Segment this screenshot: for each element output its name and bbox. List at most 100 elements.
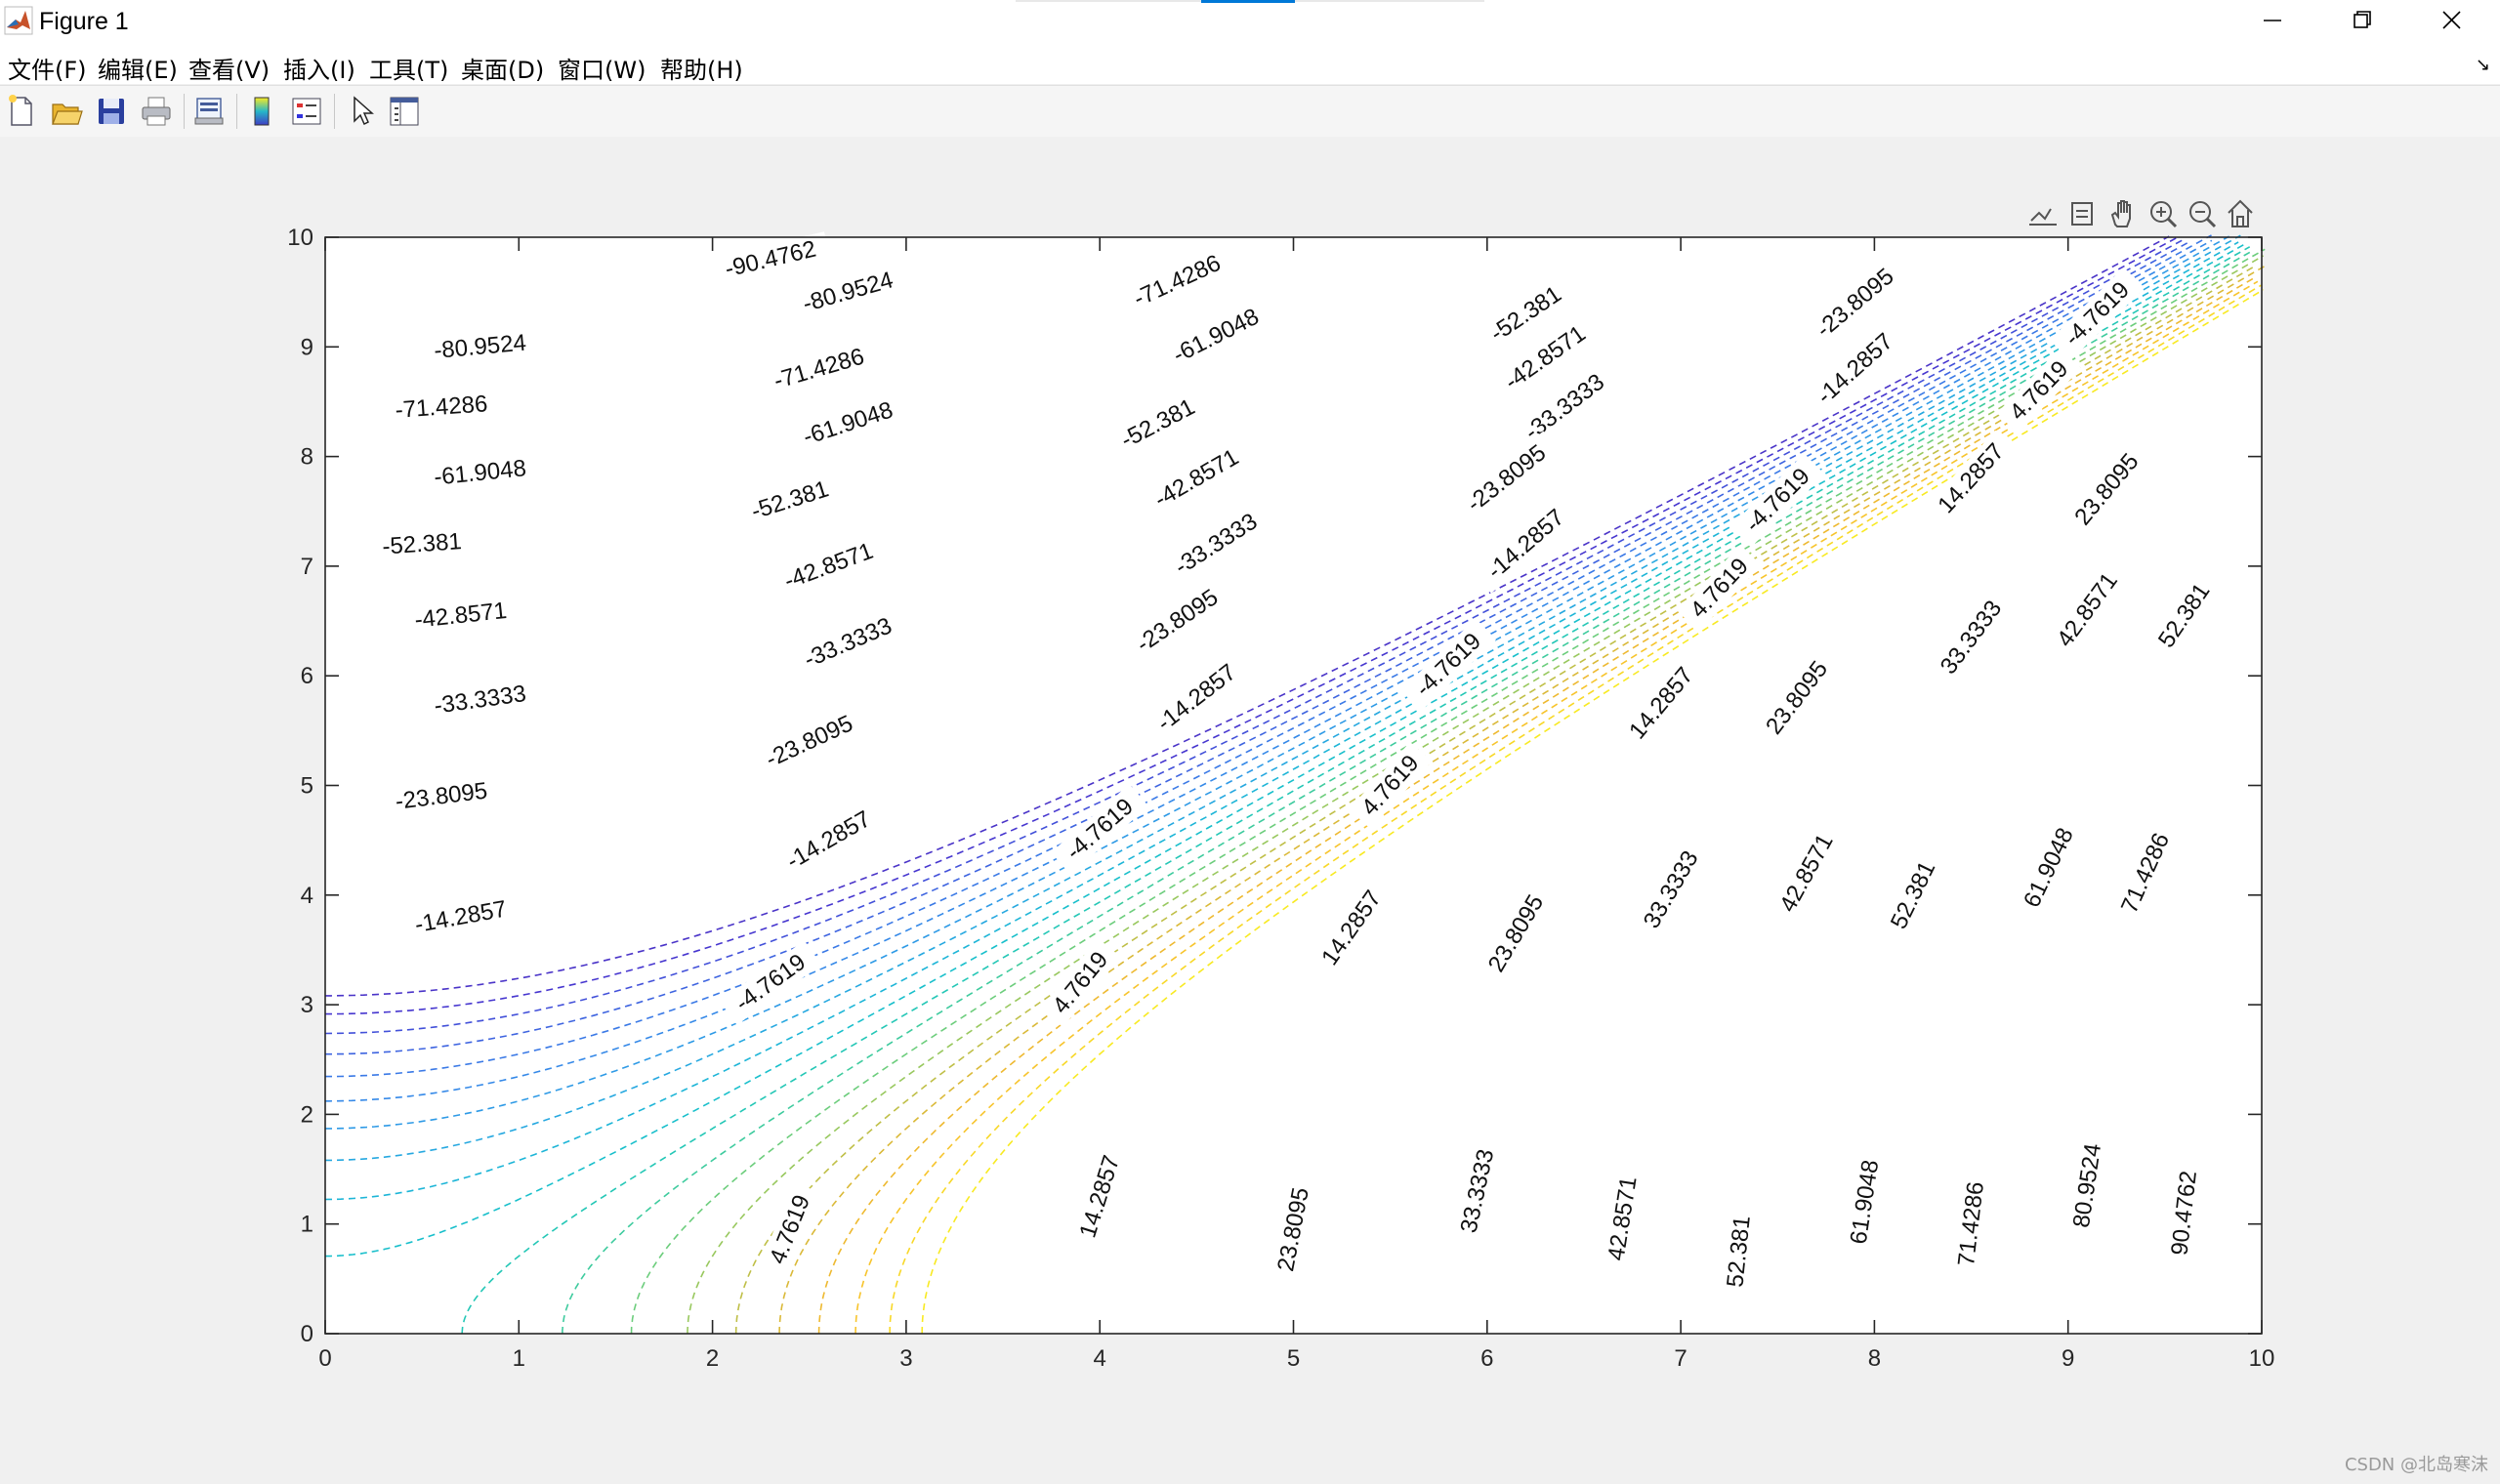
contour-line (854, 280, 2259, 1334)
x-tick-label: 10 (2249, 1345, 2275, 1372)
contour-label-background (787, 262, 909, 323)
legend-icon[interactable] (289, 93, 324, 130)
menu-desktop[interactable]: 桌面(D) (461, 57, 545, 84)
x-tick-label: 4 (1094, 1345, 1106, 1372)
contour-line (562, 249, 2254, 1334)
contour-label-background (2110, 819, 2181, 927)
x-tick-label: 8 (1868, 1345, 1881, 1372)
contour-label-background (1925, 430, 2018, 527)
data-tip-icon[interactable] (2071, 202, 2093, 226)
y-tick-label: 6 (301, 663, 313, 689)
home-icon[interactable] (2228, 199, 2253, 227)
menu-window[interactable]: 窗口(W) (558, 57, 646, 84)
contour-label: -71.4286 (395, 391, 488, 424)
contour-label-background (1928, 587, 2015, 688)
contour-label-background (1677, 545, 1762, 632)
contour-line (324, 241, 2239, 1201)
zoom-out-icon[interactable] (2189, 201, 2217, 228)
contour-label-background (1509, 360, 1620, 455)
contour-label-background (1842, 1148, 1888, 1257)
property-inspector-icon[interactable] (387, 93, 422, 130)
contour-line (325, 234, 2212, 1078)
contour-label-background (1616, 653, 1706, 753)
y-tick-label: 5 (301, 773, 313, 800)
pan-icon[interactable] (2110, 200, 2131, 227)
contour-label-background (1451, 1136, 1503, 1246)
x-tick-label: 7 (1674, 1345, 1687, 1372)
contour-label-background (381, 774, 502, 818)
close-button[interactable] (2406, 0, 2496, 43)
contour-label-background (1880, 847, 1947, 943)
contour-label-background (769, 531, 889, 600)
contour-label-background (1729, 453, 1825, 548)
contour-label-background (710, 231, 831, 287)
save-icon[interactable] (94, 93, 129, 130)
y-tick-label: 2 (301, 1101, 313, 1128)
zoom-in-icon[interactable] (2150, 201, 2178, 228)
new-figure-icon[interactable] (4, 93, 39, 130)
contour-label-background (787, 392, 908, 456)
pointer-icon[interactable] (344, 93, 379, 130)
contour-label-background (2013, 814, 2085, 922)
window-title: Figure 1 (39, 8, 129, 35)
contour-label-background (1488, 311, 1602, 404)
toolbar-separator (236, 94, 237, 129)
toolbar-separator (334, 94, 335, 129)
contour-label-background (1310, 877, 1394, 979)
x-tick-label: 2 (706, 1345, 719, 1372)
contour-lines (324, 234, 2267, 1335)
menu-edit[interactable]: 编辑(E) (98, 57, 178, 84)
contour-label-background (1349, 741, 1433, 830)
contour-label-background (2064, 1132, 2110, 1240)
x-tick-label: 3 (899, 1345, 912, 1372)
minimize-button[interactable] (2227, 0, 2316, 43)
menu-insert[interactable]: 插入(I) (283, 57, 355, 84)
contour-label-background (1069, 1142, 1130, 1251)
contour-line (889, 284, 2262, 1335)
menu-view[interactable]: 查看(V) (188, 57, 271, 84)
watermark: CSDN @北岛寒沫 (2344, 1455, 2488, 1475)
contour-label-background (788, 606, 908, 680)
contour-label-background (1051, 784, 1149, 875)
contour-line (817, 277, 2254, 1334)
restore-button[interactable] (2316, 0, 2406, 43)
contour-label-background (2146, 569, 2223, 662)
x-tick-label: 1 (513, 1345, 525, 1372)
x-tick-label: 5 (1287, 1345, 1300, 1372)
toolbar-separator (184, 94, 185, 129)
contour-line (630, 248, 2266, 1335)
x-tick-label: 9 (2062, 1345, 2074, 1372)
contour-label-background (1040, 938, 1121, 1028)
contour-label-background (1120, 576, 1234, 666)
contour-label-background (1719, 1204, 1759, 1298)
contour-label-background (1158, 500, 1273, 589)
contour-label-background (759, 1181, 821, 1278)
axes-background (325, 237, 2262, 1334)
contour-line (325, 234, 2241, 1162)
contour-label-background (1632, 837, 1710, 942)
menu-tools[interactable]: 工具(T) (369, 57, 449, 84)
print-icon[interactable] (139, 93, 174, 130)
y-tick-label: 3 (301, 992, 313, 1018)
colorbar-icon[interactable] (244, 93, 279, 130)
menu-bar: 文件(F) 编辑(E) 查看(V) 插入(I) 工具(T) 桌面(D) 窗口(W… (0, 45, 2500, 84)
contour-label: -52.381 (382, 528, 463, 560)
contour-label-background (1996, 348, 2082, 434)
title-accent-active (1201, 0, 1295, 3)
contour-line (324, 238, 2185, 1035)
print-preview-icon[interactable] (191, 93, 227, 130)
brush-icon[interactable] (2029, 208, 2057, 226)
contour-label-background (1600, 1165, 1646, 1272)
contour-line (325, 239, 2213, 1102)
contour-label-background (2045, 558, 2130, 661)
title-bar: Figure 1 (0, 0, 2500, 45)
contour-label-background (750, 703, 869, 780)
dock-arrow-icon[interactable]: ↘ (2475, 55, 2490, 74)
contour-label-background (1157, 296, 1275, 376)
menu-help[interactable]: 帮助(H) (660, 57, 743, 84)
contour-label-background (2062, 439, 2152, 539)
open-file-icon[interactable] (49, 93, 84, 130)
contour-label-background (1753, 647, 1841, 749)
contour-chart[interactable]: -90.4762-80.9524-80.9524-71.4286-71.4286… (0, 137, 2500, 1484)
menu-file[interactable]: 文件(F) (8, 57, 87, 84)
